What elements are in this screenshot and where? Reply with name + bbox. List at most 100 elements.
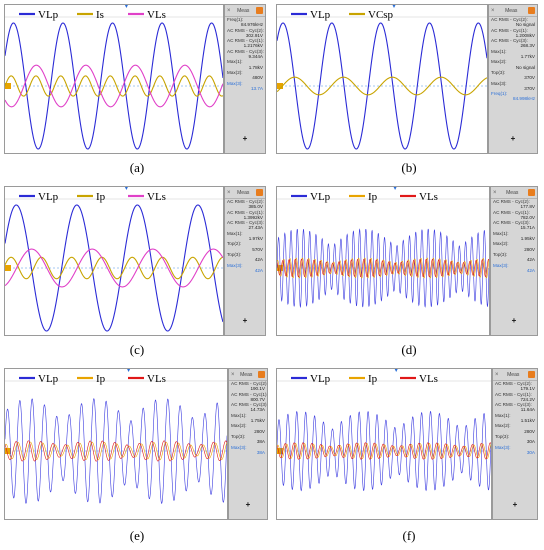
add-measurement-button[interactable]: + [510,134,516,143]
meas-rows: AC RMS - Cyc(2): No signal AC RMS - Cyc(1)… [489,17,537,102]
meas-row: 30A [526,449,535,455]
meas-row: AC RMS - Cyc(1): [493,209,530,215]
channel-ground-marker[interactable] [5,265,11,271]
trigger-marker-icon[interactable] [394,369,398,372]
meas-row: 724.2V [520,396,535,402]
meas-row: Top(3): [495,433,510,439]
meas-header: × Meas [225,187,265,199]
meas-row: Max(1): [493,230,509,236]
legend-label: Ip [96,373,106,385]
meas-row: AC RMS - Cyc(2): [227,199,264,204]
measurement-panel-a: × Meas Freq(1): 84.976kHz AC RMS - Cyc(2): 3… [224,4,266,154]
measurement-panel-b: × Meas AC RMS - Cyc(2): No signal AC RMS - … [488,4,538,154]
add-measurement-button[interactable]: + [511,316,517,325]
legend-label: VLs [419,373,438,385]
measurement-panel-f: × Meas AC RMS - Cyc(2): 179.1V AC RMS - Cyc… [492,368,538,520]
legend-label: VLp [310,191,331,203]
add-measurement-button[interactable]: + [245,500,251,509]
legend-label: Is [96,9,104,21]
panel-a: VLp Is VLs × Meas Freq(1): 84.976kHz AC RMS -… [4,4,270,180]
meas-row: 1.77kV [520,54,535,60]
settings-icon[interactable] [528,189,535,196]
meas-row: AC RMS - Cyc(2): [493,199,530,204]
meas-row: Max(1): [227,230,243,236]
meas-row: Max(1): [491,48,507,54]
meas-row: AC RMS - Cyc(1): [227,38,264,44]
meas-header: × Meas [491,187,537,199]
settings-icon[interactable] [256,7,263,14]
trigger-marker-icon[interactable] [124,187,128,190]
meas-row: Top(3): [493,251,508,257]
settings-icon[interactable] [256,189,263,196]
meas-row: 480V [252,75,263,81]
measurement-panel-d: × Meas AC RMS - Cyc(2): 177.8V AC RMS - Cyc… [490,186,538,336]
trigger-marker-icon[interactable] [124,5,128,8]
meas-title: Meas [237,7,250,14]
legend-label: VLs [147,373,166,385]
scope-screen-a: VLp Is VLs [4,4,224,154]
panel-f: VLp Ip VLs × Meas AC RMS - Cyc(2): 179.1V AC … [276,368,542,546]
waveform-plot-f: VLp Ip VLs [276,369,492,492]
caption-d: (d) [401,342,417,357]
series-line-vls [276,442,492,460]
meas-row: 1.75kV [250,418,265,424]
meas-row: 800.7V [250,396,265,402]
meas-row: No signal [515,64,535,70]
meas-row: 13.7A [250,85,263,91]
add-measurement-button[interactable]: + [512,500,518,509]
meas-rows: AC RMS - Cyc(2): 179.1V AC RMS - Cyc(1): 72… [493,381,537,455]
add-measurement-button[interactable]: + [242,316,248,325]
close-icon[interactable]: × [227,189,231,196]
meas-row: AC RMS - Cyc(3): [495,402,532,408]
legend-label: Ip [368,373,378,385]
meas-row: Max(2): [227,69,243,75]
meas-row: 385.0V [248,204,263,210]
meas-row: Max(3): [495,444,511,450]
meas-row: 302.91V [245,32,263,38]
meas-row: 570V [252,246,263,252]
legend-label: VLs [147,9,166,21]
meas-row: AC RMS - Cyc(1): [227,209,264,215]
meas-row: 370V [524,75,535,81]
meas-row: AC RMS - Cyc(2): [491,17,528,22]
meas-row: 27.43A [248,225,263,231]
meas-row: Freq(1): [227,17,244,22]
add-measurement-button[interactable]: + [242,134,248,143]
meas-row: 1.2176kV [243,43,263,49]
legend-label: Ip [96,191,106,203]
meas-row: AC RMS - Cyc(3): [491,38,528,44]
channel-ground-marker[interactable] [5,448,11,454]
trigger-marker-icon[interactable] [127,369,131,372]
meas-title: Meas [506,189,519,196]
channel-ground-marker[interactable] [5,83,11,89]
channel-ground-marker[interactable] [277,83,283,89]
settings-icon[interactable] [258,371,265,378]
scope-screen-d: VLp Ip VLs [276,186,490,336]
series-line-vlp [4,398,228,504]
meas-rows: AC RMS - Cyc(2): 190.1V AC RMS - Cyc(1): 80… [229,381,267,455]
legend-label: VLs [147,191,166,203]
meas-row: Max(3): [227,80,243,86]
caption-a: (a) [129,160,145,175]
close-icon[interactable]: × [495,371,499,378]
series-line-is [4,75,224,97]
settings-icon[interactable] [528,371,535,378]
meas-row: 14.73A [250,407,265,413]
close-icon[interactable]: × [227,7,231,14]
meas-row: Max(1): [231,412,247,418]
close-icon[interactable]: × [231,371,235,378]
measurement-panel-e: × Meas AC RMS - Cyc(2): 190.1V AC RMS - Cyc… [228,368,268,520]
series-line-vlp [276,22,488,150]
panel-c: VLp Ip VLs × Meas AC RMS - Cyc(2): 385.0V AC … [4,186,270,362]
close-icon[interactable]: × [491,7,495,14]
meas-row: Max(3): [493,262,509,268]
series-line-vls [276,258,490,278]
meas-row: AC RMS - Cyc(1): [495,391,532,397]
meas-row: 42A [254,257,263,263]
close-icon[interactable]: × [493,189,497,196]
meas-row: 1.78kV [248,64,263,70]
trigger-marker-icon[interactable] [393,187,397,190]
meas-row: 11.64A [520,407,535,413]
settings-icon[interactable] [528,7,535,14]
trigger-marker-icon[interactable] [392,5,396,8]
